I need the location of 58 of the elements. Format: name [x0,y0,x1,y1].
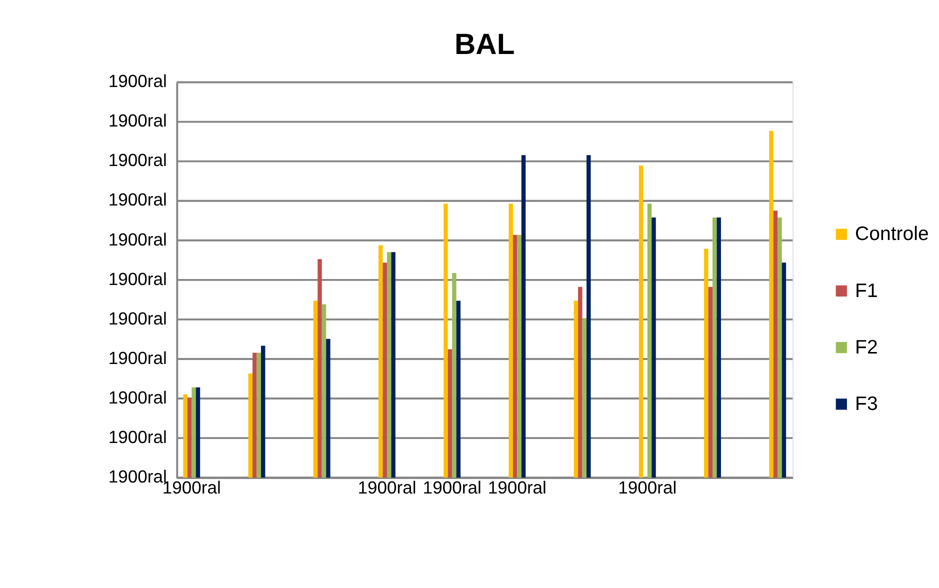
bar [326,338,330,478]
bar [391,252,396,478]
bar [452,272,456,478]
bar [582,318,587,478]
text: 1900ral [108,71,167,92]
bar [578,286,582,478]
bar [716,218,721,478]
text: 1900ral [108,190,167,210]
legend-label: F1 [855,280,878,302]
bar [322,304,326,478]
bar [512,234,518,478]
bar [256,352,261,478]
bar [248,374,253,478]
text: 1900ral [108,348,167,368]
x-tick-label: 1900ral [358,478,416,498]
bar [769,130,774,478]
bar [196,387,200,478]
text: 1900ral [108,387,167,408]
bar [647,204,652,478]
bar [378,245,383,478]
bar [574,300,578,478]
bar [652,218,656,478]
text: 1900ral [108,426,167,447]
bar [508,204,513,478]
bar [444,204,448,478]
text: 1900ral [108,110,167,131]
text: 1900ral [108,268,167,289]
bar [187,398,192,478]
bar [456,300,461,478]
bar [192,387,196,478]
bar [517,234,522,478]
bar [386,252,392,478]
x-tick-label: 1900ral [488,478,546,498]
x-tick-label: 1900ral [422,478,482,498]
bar [521,155,526,478]
bar [586,155,591,478]
legend-label: F2 [855,336,878,358]
bar [638,165,644,478]
bar [778,218,782,478]
chart-title: BAL [454,28,515,61]
text: 1900ral [108,308,167,328]
bar [704,248,708,478]
legend-label: F3 [855,393,878,416]
x-tick-label: 1900ral [618,478,677,498]
bar [712,218,717,478]
bar [252,352,257,478]
bar [318,259,322,478]
bar [183,394,188,478]
text: 1900ral [108,229,167,250]
bar [260,346,266,478]
bar [448,349,452,478]
bar [313,300,318,478]
bar [708,286,713,478]
bar [382,262,387,478]
bar [782,262,786,478]
legend-label: Controle [855,223,929,246]
bar [773,210,778,478]
text: 1900ral [108,150,167,170]
